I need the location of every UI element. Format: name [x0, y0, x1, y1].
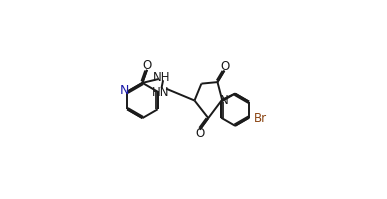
- Text: Br: Br: [254, 112, 267, 125]
- Text: O: O: [221, 60, 230, 73]
- Text: N: N: [120, 84, 129, 98]
- Text: O: O: [143, 59, 152, 72]
- Text: O: O: [195, 127, 204, 140]
- Text: N: N: [220, 94, 229, 107]
- Text: NH: NH: [153, 71, 171, 84]
- Text: HN: HN: [152, 86, 170, 99]
